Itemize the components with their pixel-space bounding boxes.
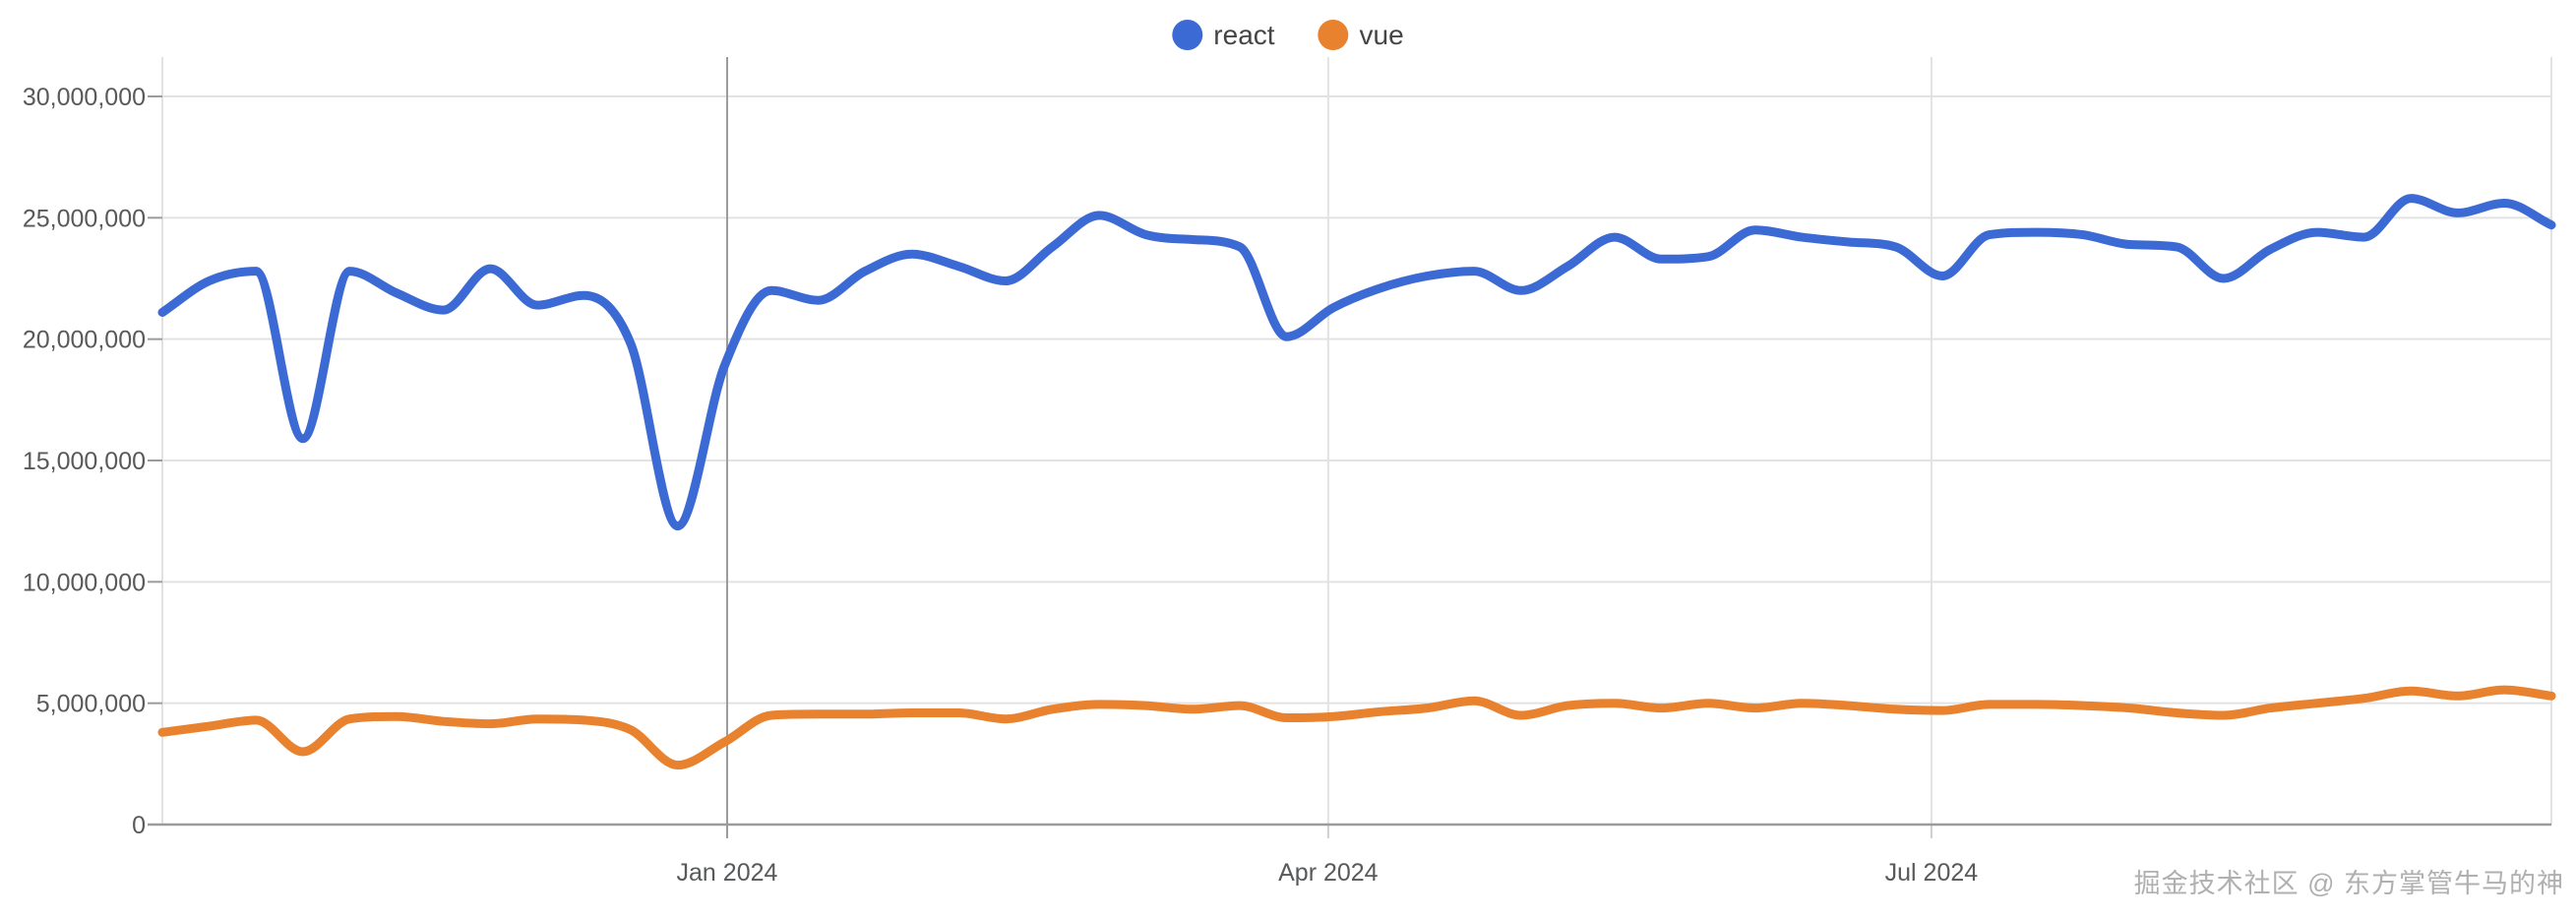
react-legend-label: react	[1213, 19, 1275, 50]
vue-series-line	[157, 685, 2556, 770]
legend-item-react[interactable]: react	[1172, 19, 1275, 50]
legend-item-vue[interactable]: vue	[1318, 19, 1404, 50]
x-tick-label: Jul 2024	[1885, 859, 1979, 887]
vue-series-swatch	[1318, 20, 1349, 50]
y-tick-label: 20,000,000	[23, 327, 146, 354]
x-tick-label: Jan 2024	[677, 859, 778, 887]
y-tick-label: 15,000,000	[23, 448, 146, 475]
y-tick-label: 0	[132, 812, 146, 839]
y-tick-label: 30,000,000	[23, 84, 146, 111]
react-series-line	[157, 194, 2556, 531]
react-series-swatch	[1172, 20, 1203, 50]
y-tick-label: 25,000,000	[23, 205, 146, 232]
y-tick-label: 5,000,000	[36, 691, 146, 718]
vue-legend-label: vue	[1359, 19, 1404, 50]
y-tick-label: 10,000,000	[23, 569, 146, 596]
watermark-text: 掘金技术社区 @ 东方掌管牛马的神	[2133, 869, 2564, 898]
x-tick-label: Apr 2024	[1278, 859, 1379, 887]
chart-legend: react vue	[1172, 19, 1404, 50]
